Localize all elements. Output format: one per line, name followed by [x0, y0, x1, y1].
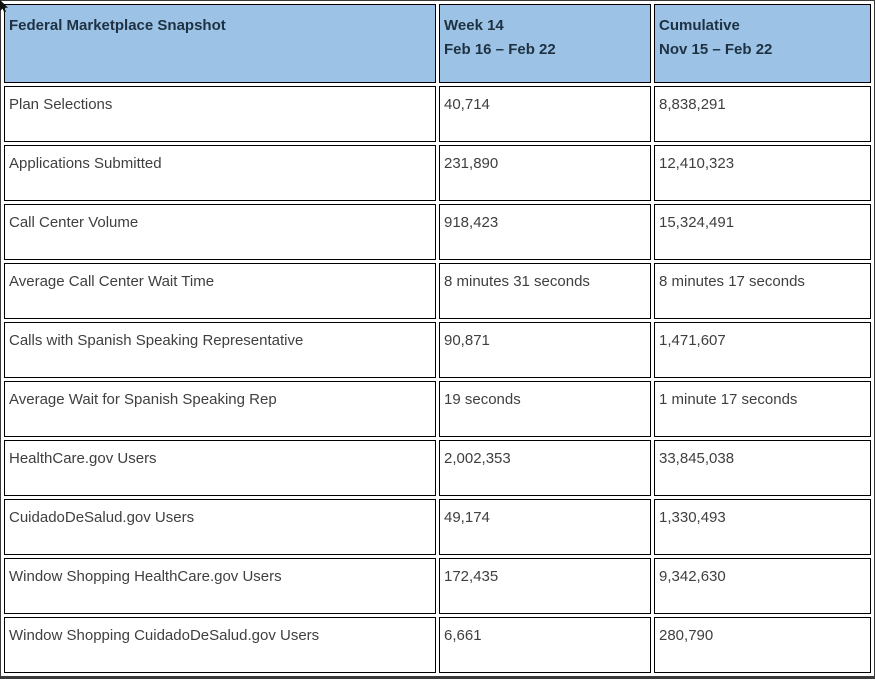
- cell-metric-label: Window Shopping CuidadoDeSalud.gov Users: [4, 617, 436, 673]
- cell-cumulative-value: 9,342,630: [654, 558, 871, 614]
- cell-cumulative-value: 280,790: [654, 617, 871, 673]
- cell-metric-label: HealthCare.gov Users: [4, 440, 436, 496]
- cell-cumulative-value: 8 minutes 17 seconds: [654, 263, 871, 319]
- cell-week14-value: 8 minutes 31 seconds: [439, 263, 651, 319]
- cell-week14-value: 918,423: [439, 204, 651, 260]
- cell-week14-value: 49,174: [439, 499, 651, 555]
- table-row: Window Shopping HealthCare.gov Users 172…: [4, 558, 871, 614]
- header-cell-week14: Week 14 Feb 16 – Feb 22: [439, 4, 651, 83]
- cell-cumulative-value: 15,324,491: [654, 204, 871, 260]
- table-row: Applications Submitted 231,890 12,410,32…: [4, 145, 871, 201]
- cell-cumulative-value: 1 minute 17 seconds: [654, 381, 871, 437]
- table-row: Plan Selections 40,714 8,838,291: [4, 86, 871, 142]
- table-row: HealthCare.gov Users 2,002,353 33,845,03…: [4, 440, 871, 496]
- cell-cumulative-value: 1,330,493: [654, 499, 871, 555]
- header-row: Federal Marketplace Snapshot Week 14 Feb…: [4, 4, 871, 83]
- table-row: Window Shopping CuidadoDeSalud.gov Users…: [4, 617, 871, 673]
- cell-cumulative-value: 1,471,607: [654, 322, 871, 378]
- table-row: Average Wait for Spanish Speaking Rep 19…: [4, 381, 871, 437]
- cell-metric-label: CuidadoDeSalud.gov Users: [4, 499, 436, 555]
- cell-week14-value: 172,435: [439, 558, 651, 614]
- cell-week14-value: 90,871: [439, 322, 651, 378]
- cell-week14-value: 40,714: [439, 86, 651, 142]
- cell-metric-label: Window Shopping HealthCare.gov Users: [4, 558, 436, 614]
- cell-metric-label: Applications Submitted: [4, 145, 436, 201]
- table-row: Calls with Spanish Speaking Representati…: [4, 322, 871, 378]
- header-week14-daterange: Feb 16 – Feb 22: [444, 41, 556, 58]
- header-week14-label: Week 14: [444, 17, 504, 34]
- cell-metric-label: Calls with Spanish Speaking Representati…: [4, 322, 436, 378]
- cell-metric-label: Average Wait for Spanish Speaking Rep: [4, 381, 436, 437]
- cell-cumulative-value: 8,838,291: [654, 86, 871, 142]
- cell-metric-label: Average Call Center Wait Time: [4, 263, 436, 319]
- cell-metric-label: Call Center Volume: [4, 204, 436, 260]
- header-cumulative-daterange: Nov 15 – Feb 22: [659, 41, 773, 58]
- header-cumulative-label: Cumulative: [659, 17, 740, 34]
- cell-cumulative-value: 12,410,323: [654, 145, 871, 201]
- table-title: Federal Marketplace Snapshot: [9, 17, 226, 34]
- header-cell-title: Federal Marketplace Snapshot: [4, 4, 436, 83]
- cell-week14-value: 6,661: [439, 617, 651, 673]
- cell-week14-value: 19 seconds: [439, 381, 651, 437]
- table-row: CuidadoDeSalud.gov Users 49,174 1,330,49…: [4, 499, 871, 555]
- cell-cumulative-value: 33,845,038: [654, 440, 871, 496]
- cursor-icon: [0, 0, 8, 13]
- cell-week14-value: 2,002,353: [439, 440, 651, 496]
- header-cell-cumulative: Cumulative Nov 15 – Feb 22: [654, 4, 871, 83]
- cell-metric-label: Plan Selections: [4, 86, 436, 142]
- table-row: Average Call Center Wait Time 8 minutes …: [4, 263, 871, 319]
- table-row: Call Center Volume 918,423 15,324,491: [4, 204, 871, 260]
- cell-week14-value: 231,890: [439, 145, 651, 201]
